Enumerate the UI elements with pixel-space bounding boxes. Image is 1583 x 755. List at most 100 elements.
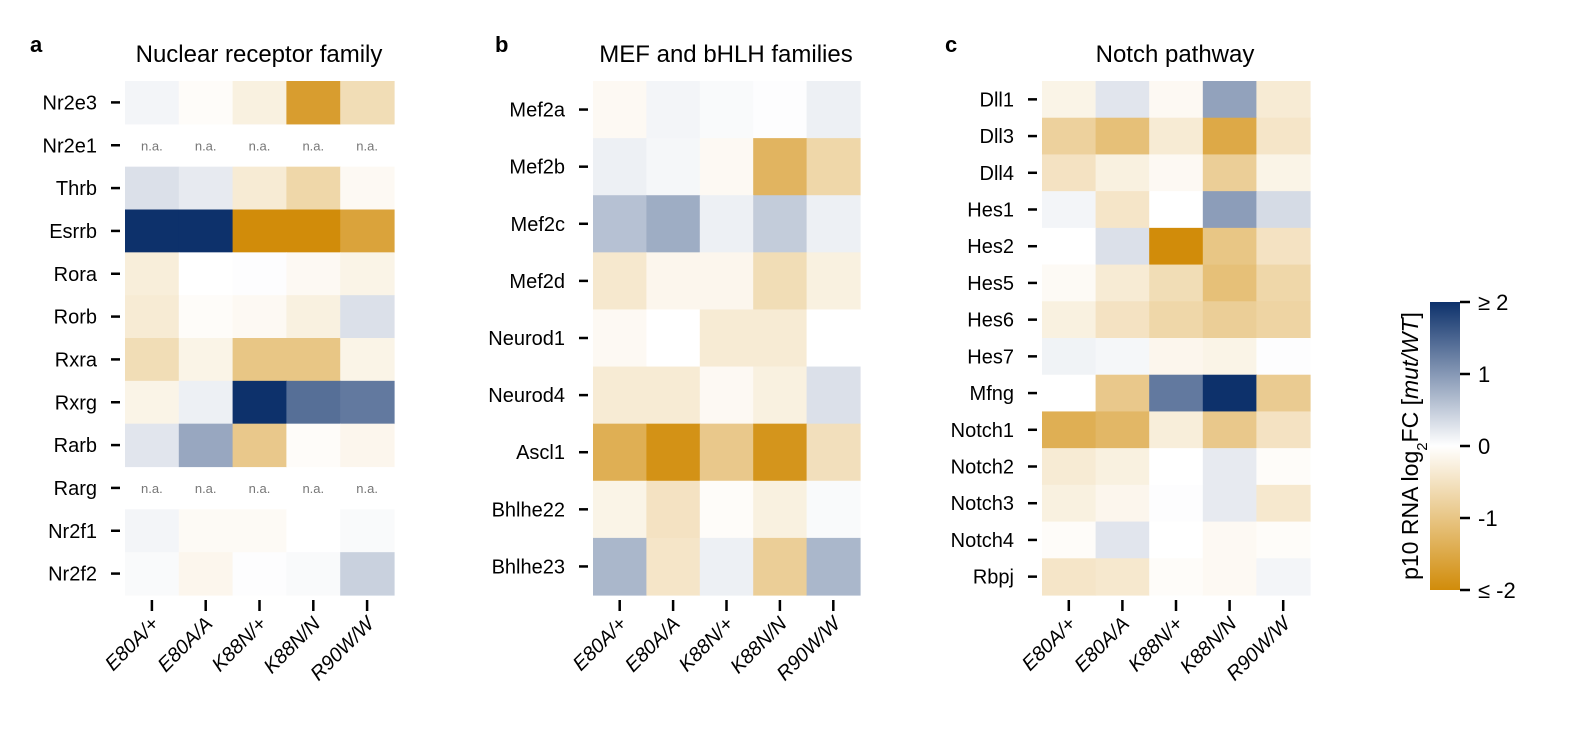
na-label: n.a.	[302, 481, 324, 496]
row-label: Rorb	[54, 307, 97, 329]
colorbar-ticks: ≥ 2 1 0 -1 ≤ -2	[1460, 290, 1516, 603]
heatmap-cell	[1095, 264, 1150, 302]
panel-title: Nuclear receptor family	[136, 41, 383, 68]
heatmap-cell	[232, 252, 287, 296]
na-label: n.a.	[356, 481, 378, 496]
heatmap-cell	[1095, 521, 1150, 559]
heatmap-cell	[593, 537, 647, 596]
heatmap-cell	[699, 423, 754, 482]
heatmap-cell	[1095, 227, 1150, 266]
heatmap-cell	[699, 138, 754, 196]
column-label: E80A/+	[569, 613, 631, 675]
row-label: Mef2b	[509, 157, 565, 179]
heatmap-cell	[1202, 338, 1257, 376]
heatmap-cell	[646, 366, 701, 425]
column-label: E80A/A	[154, 613, 218, 677]
heatmap-cell	[340, 81, 395, 125]
panel-letter: c	[945, 32, 957, 57]
heatmap-cell	[1042, 411, 1097, 449]
panel-letter: a	[30, 32, 43, 57]
heatmap-panel-b: b MEF and bHLH families Mef2a Mef2b Mef2c Mef…	[488, 32, 861, 685]
heatmap-cell	[125, 552, 180, 596]
heatmap-cell	[1095, 448, 1150, 486]
heatmap-cell	[1202, 374, 1257, 413]
row-label: Hes1	[967, 200, 1014, 222]
heatmap-cell	[340, 380, 395, 425]
heatmap-cell	[699, 480, 754, 539]
heatmap-cell	[646, 138, 701, 196]
column-label: E80A/A	[1070, 613, 1134, 677]
heatmap-cell	[125, 166, 180, 211]
heatmap-cell	[646, 309, 701, 368]
colorbar: ≥ 2 1 0 -1 ≤ -2 p10 RNA log2FC [mut/WT]	[1397, 290, 1516, 603]
heatmap-cell	[1042, 154, 1097, 192]
heatmap-cell	[753, 366, 808, 425]
heatmap-cell	[1256, 301, 1311, 339]
row-label: Notch2	[951, 457, 1014, 479]
heatmap-cell	[1042, 521, 1097, 559]
colorbar-tick-label: ≥ 2	[1478, 290, 1508, 315]
heatmap-cell	[1149, 154, 1204, 192]
heatmap-panel-c: c Notch pathway Dll1 Dll3 Dll4 Hes1 Hes2 Hes5 He…	[945, 32, 1311, 685]
heatmap-cell	[286, 252, 341, 296]
colorbar-tick-label: 1	[1478, 362, 1490, 387]
heatmap-cell	[806, 138, 861, 196]
heatmap-cell	[646, 480, 701, 539]
heatmap-cell	[1149, 521, 1204, 559]
heatmap-cell	[1149, 558, 1204, 596]
heatmap-cell	[1095, 191, 1150, 229]
heatmap-cell	[593, 195, 647, 253]
heatmap-cell	[646, 537, 701, 596]
heatmap-cell	[1042, 191, 1097, 229]
heatmap-cell	[753, 537, 808, 596]
heatmap-cell	[232, 166, 287, 211]
heatmap-cell	[1042, 117, 1097, 156]
heatmap-cell	[699, 309, 754, 368]
heatmap-cell	[125, 423, 180, 468]
heatmap-cell	[340, 252, 395, 296]
heatmap-cell	[1095, 117, 1150, 156]
column-label: E80A/+	[1018, 613, 1080, 675]
colorbar-label-text: p10 RNA log	[1397, 451, 1423, 580]
colorbar-label-text: FC [	[1397, 398, 1423, 442]
row-label: Rbpj	[973, 567, 1014, 589]
heatmap-cell	[340, 295, 395, 339]
heatmap-cell	[1042, 301, 1097, 339]
heatmap-cell	[178, 380, 234, 425]
heatmap-cell	[646, 423, 701, 482]
heatmap-cell	[1149, 374, 1204, 413]
heatmap-cell	[806, 480, 861, 539]
heatmap-cell	[1149, 338, 1204, 376]
heatmap-cell	[1256, 191, 1311, 229]
heatmap-cell	[753, 480, 808, 539]
colorbar-label-text: ]	[1397, 312, 1423, 318]
heatmap-cell	[1149, 81, 1204, 119]
heatmap-cell	[1202, 558, 1257, 596]
heatmap-cell	[593, 309, 647, 368]
heatmap-cell	[232, 295, 287, 339]
heatmap-cell	[806, 195, 861, 253]
heatmap-cell	[1256, 227, 1311, 266]
heatmap-cell	[1202, 484, 1257, 523]
heatmap-cell	[806, 366, 861, 425]
heatmap-cell	[1042, 448, 1097, 486]
heatmap-cell	[340, 552, 395, 596]
row-label: Hes5	[967, 273, 1014, 295]
row-label: Rxra	[55, 349, 98, 371]
heatmap-cell	[286, 81, 341, 125]
heatmap-cell	[232, 338, 287, 382]
heatmap-cell	[753, 81, 808, 139]
heatmap-cell	[286, 166, 341, 211]
heatmap-cell	[286, 509, 341, 553]
na-label: n.a.	[141, 481, 163, 496]
row-label: Hes6	[967, 310, 1014, 332]
row-label: Mef2a	[509, 100, 565, 122]
column-label: E80A/+	[101, 613, 163, 675]
heatmap-cell	[286, 209, 341, 253]
heatmap-cell	[753, 252, 808, 311]
heatmap-cell	[1256, 117, 1311, 156]
heatmap-cell	[699, 195, 754, 253]
heatmap-cell	[286, 552, 341, 596]
heatmap-cell	[1149, 301, 1204, 339]
colorbar-tick-label: ≤ -2	[1478, 578, 1516, 603]
